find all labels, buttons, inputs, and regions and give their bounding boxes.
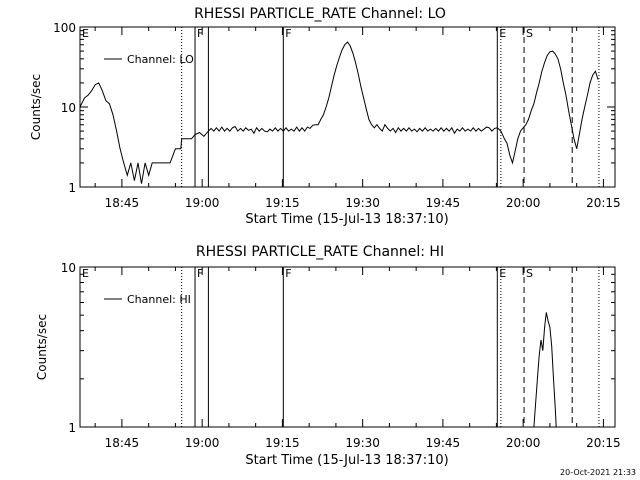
x-tick-label: 19:45	[426, 436, 461, 450]
x-tick-label: 20:00	[506, 436, 541, 450]
plot-frame	[79, 266, 616, 428]
chart-title: RHESSI PARTICLE_RATE Channel: HI	[196, 244, 444, 260]
legend-label: Channel: HI	[127, 293, 191, 306]
x-tick-label: 19:15	[265, 196, 300, 210]
y-axis-label: Counts/sec	[29, 74, 43, 140]
x-tick-label: 19:15	[265, 436, 300, 450]
footer-timestamp: 20-Oct-2021 21:33	[560, 468, 636, 477]
legend-label: Channel: LO	[127, 53, 194, 66]
chart-panel-2: RHESSI PARTICLE_RATE Channel: HI E F F E S 18:…	[35, 244, 621, 468]
marker-label-s: S	[526, 27, 533, 40]
marker-label-f: F	[197, 267, 203, 280]
x-tick-label: 20:15	[586, 436, 621, 450]
marker-label-e: E	[82, 27, 89, 40]
marker-label-f: F	[197, 27, 203, 40]
chart-panel-1: RHESSI PARTICLE_RATE Channel: LO E F F E S 18:…	[29, 6, 621, 227]
x-tick-label: 19:30	[345, 436, 380, 450]
y-tick-label: 10	[61, 101, 76, 115]
y-tick-label: 100	[53, 21, 76, 35]
x-tick-label: 19:00	[185, 196, 220, 210]
y-tick-label: 10	[61, 261, 76, 275]
series-line-1	[533, 312, 557, 428]
y-axis-label: Counts/sec	[35, 314, 49, 380]
x-tick-label: 19:45	[426, 196, 461, 210]
x-tick-label: 20:15	[586, 196, 621, 210]
x-tick-label: 18:45	[105, 436, 140, 450]
x-tick-label: 18:45	[105, 196, 140, 210]
chart-title: RHESSI PARTICLE_RATE Channel: LO	[194, 6, 446, 22]
marker-label-e: E	[499, 27, 506, 40]
y-tick-label: 1	[68, 421, 76, 435]
x-tick-label: 19:00	[185, 436, 220, 450]
x-tick-label: 20:00	[506, 196, 541, 210]
x-tick-label: 19:30	[345, 196, 380, 210]
marker-label-e: E	[499, 267, 506, 280]
marker-label-e: E	[82, 267, 89, 280]
y-tick-label: 1	[68, 181, 76, 195]
x-axis-label: Start Time (15-Jul-13 18:37:10)	[245, 212, 448, 227]
chart-panels: RHESSI PARTICLE_RATE Channel: LO E F F E S 18:…	[29, 6, 621, 468]
x-axis-label: Start Time (15-Jul-13 18:37:10)	[245, 453, 448, 468]
series-line-1	[79, 41, 599, 184]
marker-label-f: F	[285, 27, 291, 40]
marker-label-s: S	[526, 267, 533, 280]
marker-label-f: F	[285, 267, 291, 280]
